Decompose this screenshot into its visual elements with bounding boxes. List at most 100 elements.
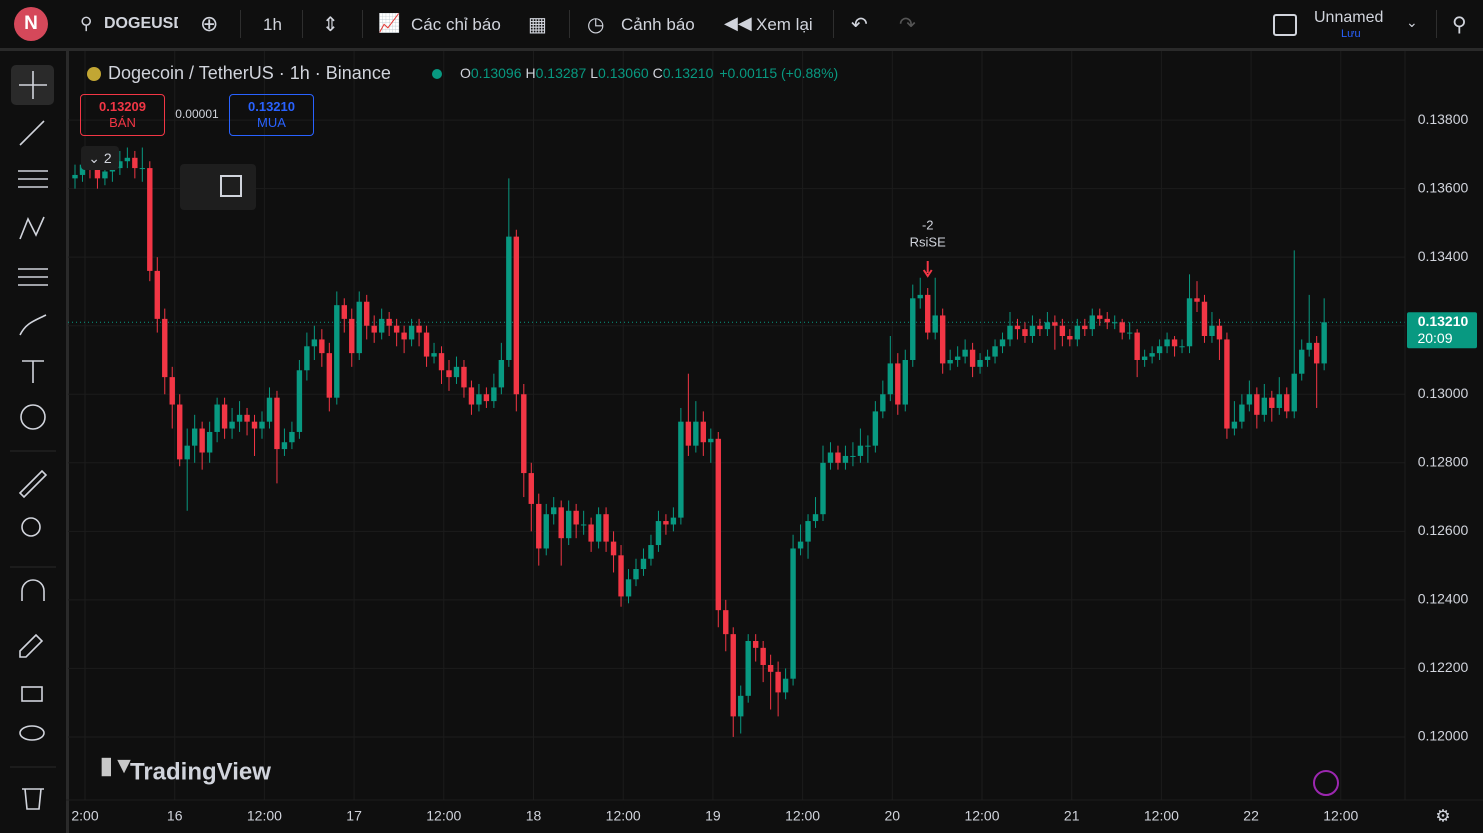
alert-icon[interactable]: ◷: [587, 14, 605, 36]
candle-body: [102, 171, 108, 179]
candle-body: [782, 678, 789, 693]
candle-body: [349, 318, 355, 354]
candle-body: [1216, 325, 1223, 340]
candle-body: [206, 431, 213, 453]
hide-tool[interactable]: [19, 725, 45, 741]
candle-body: [827, 452, 834, 463]
candle-body: [334, 305, 340, 398]
separator: [240, 10, 241, 38]
candle-body: [199, 428, 205, 453]
lock-draw-tool[interactable]: [19, 633, 44, 658]
zoom-tool[interactable]: [21, 517, 41, 537]
candle-body: [498, 359, 505, 388]
candle-body: [565, 510, 572, 539]
magnet-tool[interactable]: [21, 579, 45, 601]
candle-body: [1104, 318, 1110, 323]
candle-body: [887, 363, 894, 395]
redo[interactable]: ↷: [899, 14, 916, 36]
candle-body: [1134, 332, 1140, 360]
candle-body: [423, 332, 430, 357]
lock-tool[interactable]: [21, 686, 43, 702]
annotation-label: RsiSE: [910, 234, 946, 249]
search-icon[interactable]: ⚲: [80, 14, 93, 33]
layout-icon[interactable]: [1273, 14, 1297, 36]
candle-body: [281, 442, 288, 450]
symbol[interactable]: DOGEUSD: [104, 15, 178, 32]
templates[interactable]: ▦: [528, 14, 547, 36]
candle-body: [1179, 346, 1185, 348]
c-label: C: [653, 65, 663, 81]
candle-body: [805, 521, 811, 542]
buy-price: 0.13210: [248, 99, 295, 114]
candle-body: [311, 339, 318, 347]
add-symbol[interactable]: ⊕: [200, 11, 219, 36]
avatar[interactable]: N: [14, 7, 48, 41]
undo[interactable]: ↶: [851, 14, 868, 36]
save[interactable]: Lưu: [1341, 28, 1361, 40]
measure-tool[interactable]: [18, 469, 48, 499]
h-label: H: [526, 65, 536, 81]
floating-toolbar: [180, 164, 256, 210]
candle-body: [917, 294, 923, 299]
candle-body: [1014, 325, 1021, 330]
forecast-tool[interactable]: [18, 268, 48, 286]
lightning-icon[interactable]: [1313, 770, 1339, 796]
indicators-icon[interactable]: 📈: [378, 13, 401, 33]
buy-button[interactable]: 0.13210 MUA: [229, 94, 314, 136]
text-tool[interactable]: [22, 360, 44, 383]
sell-button[interactable]: 0.13209 BÁN: [80, 94, 165, 136]
candle-body: [775, 671, 781, 693]
candle-body: [925, 294, 931, 333]
x-tick-label: 12:00: [606, 808, 641, 824]
candle-body: [790, 548, 796, 679]
indicator-toggle[interactable]: ⌄ 2: [81, 146, 119, 170]
rect-tool[interactable]: [220, 175, 242, 197]
candle-body: [72, 174, 78, 179]
separator: [833, 10, 834, 38]
emoji-tool[interactable]: [20, 404, 46, 430]
x-tick-label: 2:00: [71, 808, 98, 824]
candle-body: [266, 397, 273, 422]
layout-dropdown[interactable]: ⌄: [1406, 14, 1418, 30]
candle-body: [446, 370, 452, 378]
quick-search[interactable]: ⚲: [1452, 14, 1467, 36]
candle-body: [1156, 346, 1163, 354]
layout-name[interactable]: Unnamed: [1314, 9, 1384, 26]
pattern-tool[interactable]: [19, 216, 45, 240]
x-tick-label: 22: [1243, 808, 1259, 824]
settings-icon[interactable]: ⚙: [1435, 806, 1450, 825]
delete-tool[interactable]: [22, 788, 44, 810]
candle-body: [1074, 325, 1081, 340]
interval[interactable]: 1h: [263, 15, 282, 34]
fib-tool[interactable]: [18, 170, 48, 188]
alerts[interactable]: Cảnh báo: [621, 15, 695, 34]
logo-mark: ▮▼: [100, 752, 135, 778]
candle-body: [962, 349, 968, 357]
candle-body: [1224, 339, 1230, 429]
indicators[interactable]: Các chỉ báo: [411, 15, 501, 34]
x-tick-label: 12:00: [1323, 808, 1358, 824]
replay[interactable]: Xem lại: [756, 15, 813, 34]
candle-body: [521, 394, 527, 474]
candle-body: [491, 387, 497, 402]
o-label: O: [460, 65, 471, 81]
separator: [302, 10, 303, 38]
chart-type[interactable]: ⇕: [322, 14, 339, 36]
indicator-count: 2: [103, 150, 112, 166]
trend-line-tool[interactable]: [19, 120, 45, 146]
y-tick-label: 0.12200: [1418, 659, 1469, 675]
separator: [362, 10, 363, 38]
candle-body: [558, 507, 564, 539]
candle-body: [132, 157, 138, 169]
candle-body: [1209, 325, 1215, 337]
brush-tool[interactable]: [19, 314, 47, 336]
x-tick-label: 18: [526, 808, 542, 824]
replay-icon[interactable]: ◀◀: [724, 13, 752, 33]
candle-body: [296, 370, 303, 432]
candle-body: [1119, 322, 1125, 333]
sell-price: 0.13209: [99, 99, 146, 114]
legend-ohlc: O0.13096 H0.13287 L0.13060 C0.13210 +0.00115…: [460, 65, 838, 81]
candle-body: [1029, 325, 1036, 337]
